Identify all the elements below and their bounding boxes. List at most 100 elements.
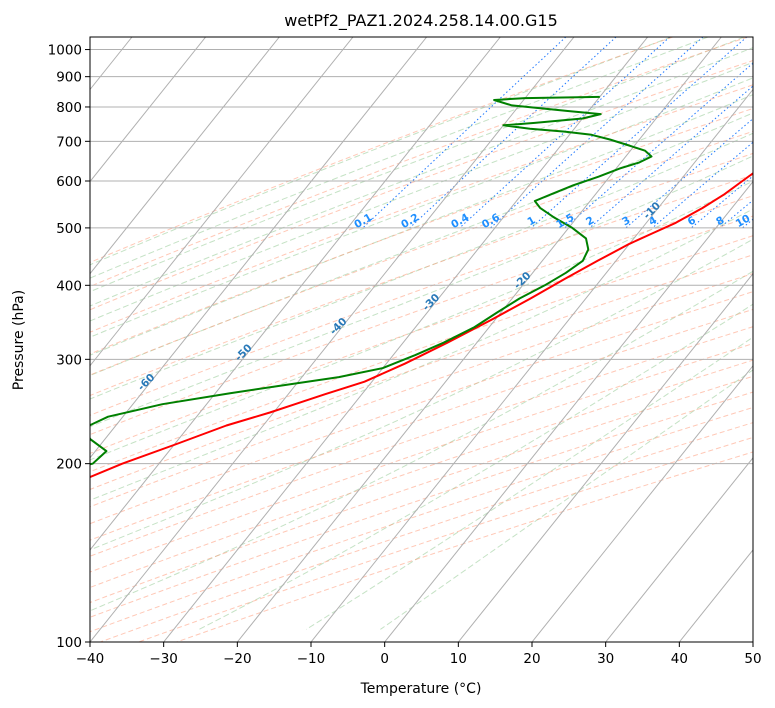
dry-adiabat-line (90, 152, 753, 397)
x-tick-label: 50 (744, 651, 761, 667)
dry-adiabat-line (90, 84, 753, 333)
moist-adiabat-line (90, 155, 753, 428)
dry-adiabat-line (90, 375, 753, 604)
dry-adiabat-line (90, 308, 753, 541)
dry-adiabat-line (90, 273, 753, 508)
profile-line (90, 95, 653, 466)
mixing-ratio-label: 1 (525, 214, 537, 228)
dry-adiabat-line (90, 235, 753, 473)
moist-adiabat-line (90, 61, 753, 322)
isotherm-line (90, 37, 575, 642)
isotherm-line (90, 37, 280, 275)
mixing-ratio-lines (362, 37, 775, 229)
chart-title: wetPf2_PAZ1.2024.258.14.00.G15 (284, 11, 558, 31)
dry-adiabat-line (90, 59, 753, 311)
isotherm-line (457, 272, 753, 642)
y-tick-label: 200 (56, 457, 82, 473)
moist-adiabat-line (90, 47, 753, 307)
moist-adiabat-line (90, 37, 745, 293)
y-tick-label: 100 (56, 635, 82, 651)
dry-adiabat-line (90, 359, 753, 589)
x-tick-label: 10 (450, 651, 467, 667)
dry-adiabat-label: -30 (420, 292, 442, 314)
dry-adiabat-line (90, 195, 753, 436)
mixing-ratio-line (362, 37, 567, 229)
isotherm-line (163, 37, 649, 642)
mixing-ratio-line (742, 218, 753, 229)
x-tick-label: 20 (523, 651, 540, 667)
mixing-ratio-line (652, 141, 753, 229)
mixing-ratio-line (564, 62, 753, 229)
mixing-ratio-label: 6 (686, 214, 698, 228)
mixing-ratio-line (690, 175, 753, 229)
dry-adiabat-line (90, 107, 753, 355)
dry-adiabat-label: -40 (328, 316, 350, 338)
isotherm-line (90, 37, 501, 551)
dry-adiabat-label: -70 (35, 405, 57, 427)
profile-series (90, 95, 753, 479)
mixing-ratio-line (490, 37, 704, 229)
dry-adiabat-label: -20 (512, 270, 534, 292)
profile-line (90, 172, 753, 479)
dry-adiabat-line (90, 37, 673, 263)
dry-adiabat-line (90, 406, 753, 633)
x-tick-label: 40 (671, 651, 688, 667)
pressure-gridlines (90, 49, 753, 642)
dry-adiabat-line (90, 343, 753, 573)
isotherm-line (678, 549, 753, 642)
isotherm-line (90, 37, 428, 459)
isotherm-line (0, 37, 58, 642)
mixing-ratio-line (459, 37, 671, 229)
moist-adiabat-line (90, 37, 672, 266)
dry-adiabat-line (90, 326, 753, 557)
plot-frame (89, 36, 754, 643)
moist-adiabat-line (380, 369, 753, 630)
mixing-ratio-label: 13 (761, 212, 775, 230)
dry-adiabat-line (90, 130, 753, 376)
isotherm-line (605, 457, 753, 642)
y-tick-label: 900 (56, 70, 82, 86)
x-tick-label: 0 (380, 651, 389, 667)
mixing-ratio-line (719, 199, 753, 229)
moist-adiabat-line (90, 37, 709, 279)
dry-adiabat-line (176, 451, 753, 642)
x-tick-label: 30 (597, 651, 614, 667)
moist-adiabat-line (90, 77, 753, 338)
moist-adiabat-line (198, 303, 753, 630)
dry-adiabat-line (90, 291, 753, 525)
isotherm-line (752, 641, 753, 642)
moist-adiabat-line (90, 132, 753, 400)
y-tick-label: 800 (56, 100, 82, 116)
x-tick-label: −10 (297, 651, 326, 667)
isotherm-line (90, 37, 354, 367)
skewed-isotherms (0, 37, 753, 642)
y-tick-label: 300 (56, 352, 82, 368)
dry-adiabat-line (90, 174, 753, 416)
y-axis: 100 200 300 400 500 600 700 800 900 1000 (48, 43, 90, 651)
isotherm-line (310, 88, 753, 642)
y-axis-label: Pressure (hPa) (11, 290, 27, 390)
dry-adiabat-line (100, 422, 753, 642)
moist-adiabat-line (90, 94, 753, 356)
y-tick-label: 500 (56, 221, 82, 237)
moist-adiabat-line (305, 336, 753, 630)
x-axis: −40 −30 −20 −10 0 10 20 30 40 50 (76, 642, 762, 667)
dry-adiabat-line (90, 215, 753, 454)
y-tick-label: 700 (56, 134, 82, 150)
x-tick-label: −30 (149, 651, 178, 667)
dry-adiabat-label: -50 (233, 342, 255, 364)
mixing-ratio-line (770, 37, 775, 228)
y-tick-label: 400 (56, 278, 82, 294)
dry-adiabat-line (90, 37, 748, 288)
y-tick-label: 1000 (48, 43, 82, 59)
x-axis-label: Temperature (°C) (360, 681, 482, 697)
dry-adiabats (90, 37, 753, 642)
x-tick-label: −20 (223, 651, 252, 667)
dry-adiabat-label: -10 (641, 200, 663, 222)
dry-adiabat-label: 0 (761, 151, 775, 165)
moist-adiabat-line (90, 208, 753, 501)
isotherm-line (531, 364, 753, 642)
isotherm-line (90, 37, 207, 183)
isotherm-line (236, 37, 722, 642)
